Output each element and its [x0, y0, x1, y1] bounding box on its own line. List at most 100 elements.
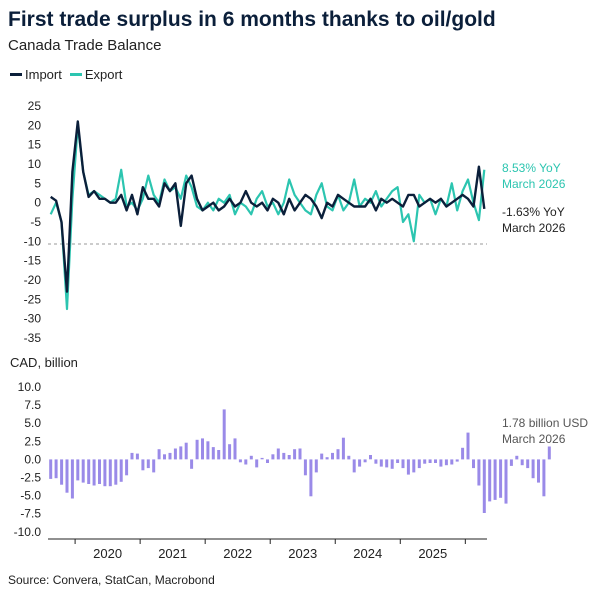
bar: [423, 459, 427, 464]
bar: [87, 459, 91, 484]
bar: [54, 459, 58, 479]
bar: [217, 450, 221, 460]
bar: [385, 459, 389, 468]
x-tick-label: 2025: [418, 546, 447, 561]
bar: [520, 459, 524, 466]
bar: [401, 459, 405, 469]
bar: [509, 459, 513, 466]
bar: [390, 459, 394, 469]
x-tick-label: 2022: [223, 546, 252, 561]
y-tick-label-top: 5: [34, 176, 41, 190]
bar: [70, 459, 74, 499]
bar: [244, 459, 248, 465]
bar: [287, 455, 291, 460]
bar: [228, 444, 232, 460]
bar: [260, 457, 264, 460]
bar: [179, 446, 183, 460]
bar: [168, 452, 172, 460]
bar: [211, 447, 215, 460]
y-tick-label-top: -20: [24, 273, 42, 287]
bar: [363, 459, 367, 463]
legend-label-export: Export: [84, 67, 123, 82]
bar: [135, 453, 139, 460]
bar: [222, 409, 226, 460]
bar: [146, 459, 150, 469]
series-line-export: [49, 124, 486, 311]
bar: [434, 459, 437, 463]
bar: [493, 459, 497, 500]
bar: [298, 448, 302, 460]
bar: [336, 449, 340, 460]
chart-title: First trade surplus in 6 months thanks t…: [8, 8, 496, 31]
y-tick-label-top: 20: [28, 118, 42, 132]
bar: [417, 459, 421, 469]
y-tick-label-top: 25: [28, 99, 42, 113]
bar: [477, 459, 481, 486]
bar: [65, 459, 69, 493]
annotation-import-date: March 2026: [502, 221, 566, 235]
annotation-import-yoy: -1.63% YoY: [502, 205, 565, 219]
x-tick-label: 2021: [158, 546, 187, 561]
bar: [81, 459, 85, 483]
y-tick-label-top: -10: [24, 234, 42, 248]
bar: [466, 432, 470, 460]
bar: [152, 459, 156, 473]
bar: [190, 459, 194, 469]
legend-swatch-export: [69, 73, 82, 76]
legend-item-import: Import: [10, 67, 62, 82]
series-line-import: [50, 120, 486, 293]
annotation-export-yoy: 8.53% YoY: [502, 161, 561, 175]
bar: [92, 459, 96, 486]
bar: [499, 459, 503, 498]
bar: [341, 437, 345, 460]
annotation-balance-date: March 2026: [502, 432, 566, 446]
bar: [108, 459, 112, 487]
bar: [352, 459, 356, 473]
bar: [379, 459, 383, 467]
bar: [320, 453, 324, 460]
bar: [130, 452, 134, 460]
bar: [293, 449, 297, 460]
bar: [412, 459, 416, 473]
bar: [331, 452, 334, 460]
y-tick-label-top: 15: [28, 138, 42, 152]
bar: [547, 446, 551, 460]
y-axis-label-bottom: CAD, billion: [10, 355, 78, 370]
bar: [461, 447, 465, 460]
bar: [98, 459, 101, 484]
bar: [76, 459, 80, 481]
chart-subtitle: Canada Trade Balance: [8, 37, 162, 54]
bar: [173, 448, 177, 460]
bar: [406, 459, 410, 475]
y-tick-label-top: -30: [24, 312, 42, 326]
y-tick-label-bottom: 5.0: [24, 416, 41, 430]
bar: [184, 442, 188, 460]
legend-label-import: Import: [25, 67, 62, 82]
bar: [141, 459, 145, 471]
y-tick-label-top: 0: [34, 196, 41, 210]
source-note: Source: Convera, StatCan, Macrobond: [8, 573, 215, 587]
bar: [125, 459, 129, 476]
bar: [276, 448, 280, 460]
legend: Import Export: [10, 67, 122, 82]
y-tick-label-bottom: 7.5: [24, 398, 41, 412]
bar: [537, 459, 540, 483]
x-tick-label: 2024: [353, 546, 382, 561]
bar: [49, 459, 53, 479]
bar: [526, 459, 530, 469]
bar: [325, 457, 329, 460]
bar: [119, 459, 123, 482]
bar: [303, 459, 307, 476]
bar: [472, 459, 475, 469]
bar: [103, 459, 107, 487]
bar: [455, 459, 459, 462]
bar: [206, 441, 210, 460]
y-tick-label-bottom: -10.0: [14, 525, 42, 539]
y-tick-label-bottom: -5.0: [20, 489, 41, 503]
bar: [358, 459, 362, 467]
bar: [195, 439, 199, 460]
bar: [369, 455, 372, 460]
bar: [282, 452, 286, 460]
bar: [255, 459, 259, 468]
